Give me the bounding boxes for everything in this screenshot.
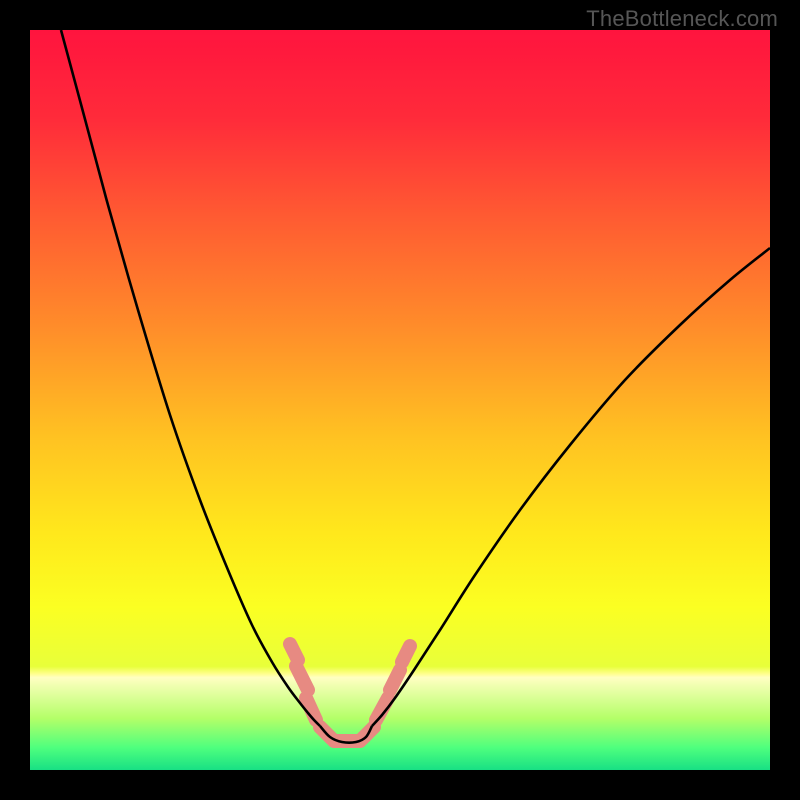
watermark-text: TheBottleneck.com	[586, 6, 778, 32]
plot-area	[30, 30, 770, 770]
gradient-background	[30, 30, 770, 770]
